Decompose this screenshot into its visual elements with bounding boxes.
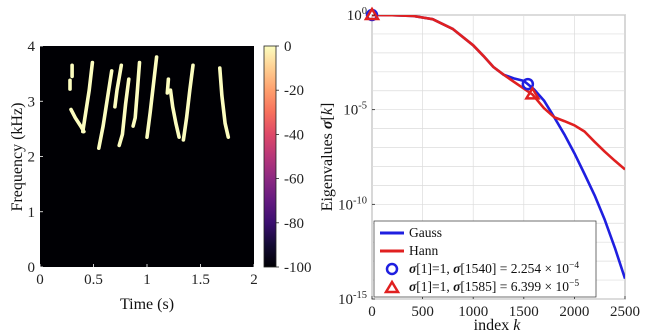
spectrogram-stroke — [181, 63, 195, 142]
eigen-x-tick-label: 500 — [411, 304, 434, 320]
eigen-y-tick-label: 10-10 — [338, 195, 367, 213]
colorbar-tick-label: 0 — [284, 39, 292, 55]
eigenvalue-chart: 0 500 1000 1500 2000 2500 100 10-5 10-10 10-15 in… — [319, 6, 640, 334]
colorbar-tick-label: -60 — [284, 172, 304, 188]
spectrogram-y-tick-label: 0 — [28, 260, 36, 276]
triangle-marker — [363, 6, 381, 21]
spectrogram-y-tick-label: 1 — [28, 205, 36, 221]
colorbar-tick-label: -40 — [284, 127, 304, 143]
legend-circle-marker — [385, 262, 399, 276]
eigenvalue-markers — [363, 6, 541, 100]
legend-triangle-label: σ[1]=1, σ[1585] = 6.399 × 10−5 — [409, 279, 579, 294]
spectrogram-plot-area — [40, 46, 254, 267]
spectrogram-stroke — [165, 77, 171, 95]
triangle-marker — [524, 85, 541, 100]
eigen-y-tick-label: 100 — [347, 6, 367, 24]
spectrogram-stroke — [131, 60, 142, 128]
eigenvalue-y-label: Eigenvalues σ[k] — [319, 103, 336, 212]
colorbar: 0 -20 -40 -60 -80 -100 — [263, 39, 312, 276]
spectrogram-stroke — [145, 55, 159, 139]
eigen-x-tick-label: 2500 — [610, 304, 640, 320]
colorbar-tick-label: -20 — [284, 83, 304, 99]
spectrogram-stroke — [168, 88, 181, 139]
legend-gauss-label: Gauss — [409, 225, 442, 240]
circle-marker — [521, 77, 535, 91]
spectrogram-y-tick-label: 4 — [28, 39, 36, 55]
spectrogram-ticks: 0 0.5 1 1.5 2 0 1 2 3 4 — [28, 39, 258, 288]
legend-box — [373, 220, 597, 298]
spectrogram-stroke — [113, 63, 124, 109]
spectrogram-x-label: Time (s) — [120, 296, 174, 313]
spectrogram-x-tick-label: 0.5 — [84, 272, 103, 288]
spectrogram-stroke — [218, 66, 231, 139]
spectrogram-chart: 0 0.5 1 1.5 2 0 1 2 3 4 Time (s) Frequency (kHz) — [9, 39, 258, 313]
spectrogram-x-tick-label: 1.5 — [191, 272, 210, 288]
eigen-x-tick-label: 0 — [368, 304, 376, 320]
legend: Gauss Hann σ[1]=1, σ[1540] = 2.254 × 10−… — [373, 220, 597, 298]
eigenvalue-x-label: index k — [474, 317, 522, 334]
legend-circle-label: σ[1]=1, σ[1540] = 2.254 × 10−4 — [409, 261, 579, 276]
colorbar-ticks: 0 -20 -40 -60 -80 -100 — [276, 39, 312, 276]
spectrogram-y-tick-label: 2 — [28, 150, 36, 166]
spectrogram-stroke — [97, 69, 114, 150]
eigen-x-tick-label: 2000 — [559, 304, 589, 320]
spectrogram-x-tick-label: 2 — [250, 272, 258, 288]
spectrogram-y-tick-label: 3 — [28, 94, 36, 110]
colorbar-tick-label: -80 — [284, 216, 304, 232]
spectrogram-strokes — [68, 55, 231, 150]
spectrogram-y-label: Frequency (kHz) — [9, 103, 26, 212]
spectrogram-x-tick-label: 0 — [36, 272, 44, 288]
spectrogram-stroke — [117, 77, 131, 148]
legend-hann-label: Hann — [409, 243, 438, 258]
eigen-y-tick-label: 10-5 — [343, 101, 367, 119]
legend-triangle-marker — [383, 279, 401, 294]
eigenvalue-ticks: 0 500 1000 1500 2000 2500 100 10-5 10-10 10-15 — [338, 6, 640, 320]
colorbar-tick-label: -100 — [284, 260, 312, 276]
eigen-x-tick-label: 1500 — [509, 304, 539, 320]
spectrogram-stroke — [81, 60, 95, 134]
eigen-x-tick-label: 1000 — [458, 304, 488, 320]
colorbar-gradient — [263, 45, 277, 268]
eigen-y-tick-label: 10-15 — [338, 290, 367, 308]
spectrogram-x-tick-label: 1 — [143, 272, 151, 288]
